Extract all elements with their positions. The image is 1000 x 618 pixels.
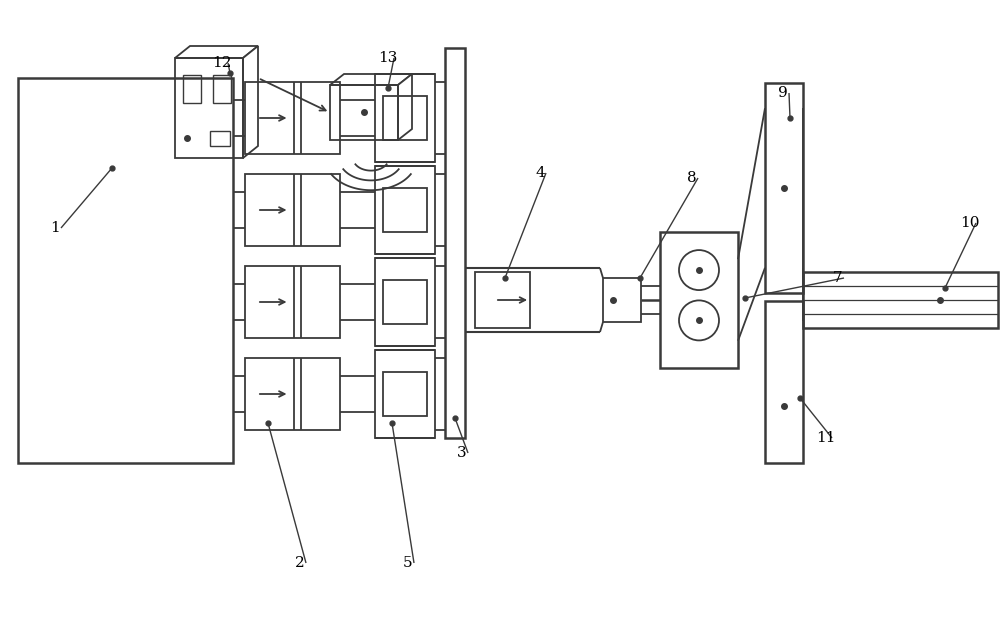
Text: 13: 13 — [378, 51, 398, 65]
Text: 2: 2 — [295, 556, 305, 570]
Bar — [383, 280, 427, 324]
Text: 5: 5 — [403, 556, 413, 570]
Text: 1: 1 — [50, 221, 60, 235]
Bar — [210, 131, 230, 146]
Bar — [803, 272, 998, 328]
Text: 11: 11 — [816, 431, 836, 445]
Text: 10: 10 — [960, 216, 980, 230]
Bar — [18, 78, 233, 463]
Bar — [383, 188, 427, 232]
Bar — [375, 350, 435, 438]
Text: 9: 9 — [778, 86, 788, 100]
Bar — [660, 232, 738, 368]
Bar — [765, 301, 803, 463]
Bar — [245, 266, 340, 338]
Polygon shape — [243, 46, 258, 158]
Bar — [375, 258, 435, 346]
Bar — [383, 96, 427, 140]
Polygon shape — [398, 74, 412, 140]
Bar — [245, 358, 340, 430]
Bar — [383, 372, 427, 416]
Bar — [213, 75, 231, 103]
Text: 8: 8 — [687, 171, 697, 185]
Bar — [375, 74, 435, 162]
Bar — [175, 58, 243, 158]
Text: 4: 4 — [535, 166, 545, 180]
Circle shape — [679, 300, 719, 341]
Bar — [603, 278, 641, 322]
Text: 3: 3 — [457, 446, 467, 460]
Bar — [245, 174, 340, 246]
Text: 7: 7 — [833, 271, 843, 285]
Bar — [765, 83, 803, 293]
Bar — [375, 166, 435, 254]
Polygon shape — [330, 74, 412, 85]
Bar — [330, 85, 398, 140]
Circle shape — [679, 250, 719, 290]
Text: 12: 12 — [212, 56, 232, 70]
Bar — [245, 82, 340, 154]
Bar — [183, 75, 201, 103]
Bar — [475, 272, 530, 328]
Polygon shape — [175, 46, 258, 58]
Bar — [445, 48, 465, 438]
